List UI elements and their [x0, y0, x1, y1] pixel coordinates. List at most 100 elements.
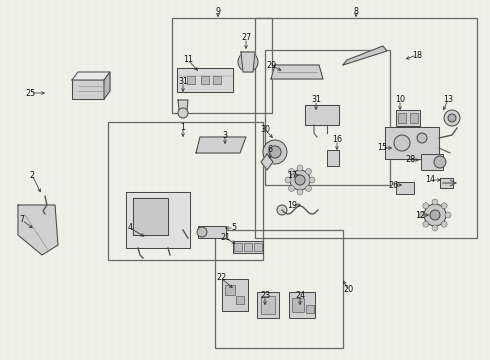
Text: 9: 9 — [216, 8, 220, 17]
Bar — [233, 241, 263, 253]
Text: 18: 18 — [412, 50, 422, 59]
Bar — [396, 182, 414, 194]
Polygon shape — [133, 198, 168, 235]
Circle shape — [434, 156, 446, 168]
Bar — [306, 305, 314, 313]
Text: 23: 23 — [260, 291, 270, 300]
Circle shape — [295, 175, 305, 185]
Bar — [215, 230, 343, 348]
Circle shape — [394, 135, 410, 151]
Text: 28: 28 — [405, 156, 415, 165]
Circle shape — [444, 110, 460, 126]
Text: 26: 26 — [388, 180, 398, 189]
Polygon shape — [305, 105, 339, 125]
Text: 11: 11 — [183, 55, 193, 64]
Bar — [398, 113, 406, 123]
Text: 31: 31 — [178, 77, 188, 86]
Bar — [225, 285, 235, 295]
Circle shape — [441, 203, 447, 209]
Polygon shape — [177, 68, 233, 92]
Circle shape — [41, 210, 49, 218]
Polygon shape — [72, 72, 110, 80]
Text: 29: 29 — [266, 60, 276, 69]
Polygon shape — [271, 65, 323, 79]
Bar — [108, 122, 263, 260]
Circle shape — [277, 205, 287, 215]
Text: 10: 10 — [395, 95, 405, 104]
Bar — [234, 243, 242, 251]
Text: 4: 4 — [127, 224, 132, 233]
Bar — [213, 76, 221, 84]
Bar — [410, 113, 418, 123]
Text: 3: 3 — [222, 130, 227, 139]
Circle shape — [309, 177, 315, 183]
Circle shape — [297, 189, 303, 195]
Circle shape — [289, 168, 294, 175]
Bar — [201, 76, 209, 84]
Circle shape — [305, 185, 312, 192]
Circle shape — [424, 204, 446, 226]
Bar — [261, 296, 275, 314]
Circle shape — [430, 210, 440, 220]
Circle shape — [178, 108, 188, 118]
Circle shape — [289, 185, 294, 192]
Bar — [257, 292, 279, 318]
Circle shape — [238, 52, 258, 72]
Bar — [421, 154, 443, 170]
Text: 15: 15 — [377, 144, 387, 153]
Text: 17: 17 — [287, 171, 297, 180]
Bar — [289, 292, 315, 318]
Bar — [255, 18, 477, 238]
Circle shape — [263, 140, 287, 164]
Polygon shape — [343, 46, 387, 65]
Text: 13: 13 — [443, 95, 453, 104]
Bar — [198, 226, 226, 238]
Circle shape — [290, 170, 310, 190]
Text: 8: 8 — [353, 8, 359, 17]
Polygon shape — [178, 100, 188, 110]
Circle shape — [445, 212, 451, 218]
Bar — [222, 279, 248, 311]
Text: 6: 6 — [268, 145, 272, 154]
Polygon shape — [241, 52, 255, 72]
Text: 31: 31 — [311, 95, 321, 104]
Text: 27: 27 — [241, 33, 251, 42]
Circle shape — [423, 221, 429, 227]
Circle shape — [419, 212, 425, 218]
Circle shape — [432, 199, 438, 205]
Polygon shape — [196, 137, 246, 153]
Bar — [265, 50, 390, 185]
Bar — [236, 296, 244, 304]
Bar — [172, 18, 272, 113]
Polygon shape — [440, 178, 453, 188]
Text: 20: 20 — [343, 285, 353, 294]
Circle shape — [432, 225, 438, 231]
Polygon shape — [72, 80, 104, 99]
Polygon shape — [18, 205, 58, 255]
Text: 30: 30 — [260, 126, 270, 135]
Polygon shape — [126, 192, 190, 248]
Text: 5: 5 — [231, 224, 237, 233]
Circle shape — [285, 177, 291, 183]
Circle shape — [448, 114, 456, 122]
Bar — [327, 150, 339, 166]
Circle shape — [423, 203, 429, 209]
Text: 14: 14 — [425, 175, 435, 184]
Circle shape — [269, 146, 281, 158]
Circle shape — [417, 133, 427, 143]
Text: 2: 2 — [29, 171, 35, 180]
Bar — [187, 76, 195, 84]
Text: 25: 25 — [25, 89, 35, 98]
Text: 16: 16 — [332, 135, 342, 144]
Bar — [254, 243, 262, 251]
Text: 7: 7 — [20, 216, 25, 225]
Circle shape — [297, 165, 303, 171]
Circle shape — [242, 56, 254, 68]
Circle shape — [441, 221, 447, 227]
Text: 21: 21 — [220, 234, 230, 243]
Circle shape — [305, 168, 312, 175]
Bar — [292, 298, 304, 312]
Text: 22: 22 — [216, 274, 226, 283]
Bar — [396, 110, 420, 126]
Text: 1: 1 — [180, 122, 186, 131]
